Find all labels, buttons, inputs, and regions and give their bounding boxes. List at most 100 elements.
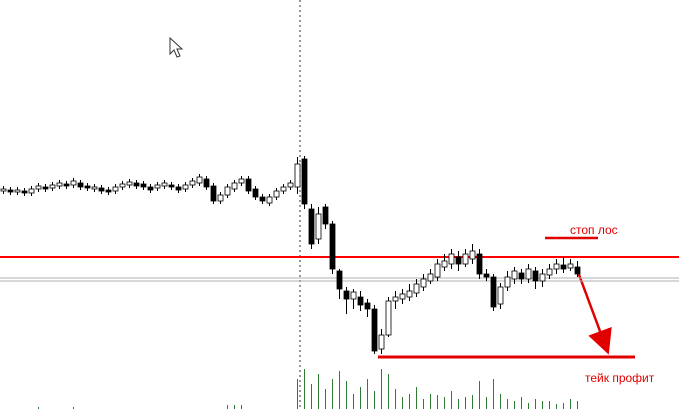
volume-bar [73,407,74,409]
candle-body [182,184,189,190]
volume-bar [304,369,305,409]
arrow [576,271,612,355]
volume-bar [577,401,578,409]
candle-body [28,188,35,194]
volume-bar [241,405,242,409]
volume-bar [458,399,459,409]
candle-body [560,264,567,270]
take-profit-label: тейк профит [585,371,655,385]
candle-body [259,196,266,202]
volume-bar [430,394,431,409]
candle-body [462,253,469,265]
volume-bar [339,371,340,409]
volume-bar [542,401,543,409]
candle-body [77,182,84,188]
volume-bar [570,399,571,409]
volume-bar [325,389,326,409]
volume-bar [514,401,515,409]
candle-body [441,260,448,268]
candle-body [490,276,497,308]
volume-bar [332,379,333,409]
candle-body [364,302,371,310]
candle-body [336,270,343,290]
volume-bar [409,394,410,409]
candle-body [252,188,259,198]
candle-body [483,273,490,278]
candle-body [553,263,560,270]
candle-body [7,189,14,193]
volume-bar [493,379,494,409]
candle-body [546,268,553,276]
candle-body [280,186,287,192]
candle-body [14,189,21,193]
volume-bar [311,384,312,409]
candle-body [175,186,182,191]
volume-bar [227,405,228,409]
candle-body [126,181,133,186]
candle-body [308,208,315,245]
volume-bar [535,399,536,409]
candle-body [189,180,196,186]
candle-body [203,178,210,188]
candle-body [413,283,420,294]
volume-bar [563,403,564,409]
candle-body [224,186,231,196]
candle-body [21,190,28,194]
candle-body [427,273,434,282]
candle-body [385,300,392,336]
candle-body [238,178,245,184]
volume-bar [500,394,501,409]
candle-body [0,188,7,192]
candle-body [105,189,112,193]
candle-body [84,185,91,189]
candle-body [420,278,427,288]
volume-bar [381,369,382,409]
candle-body [245,178,252,192]
volume-bar [395,389,396,409]
candle-body [133,182,140,187]
candle-body [35,185,42,190]
candle-body [399,293,406,300]
candle-body [70,180,77,186]
candle-body [518,272,525,280]
candle-body [273,190,280,198]
candle-body [196,176,203,184]
volume-bar [367,379,368,409]
candle-body [301,158,308,205]
volume-bar [528,403,529,409]
candle-body [112,186,119,192]
volume-bar [521,397,522,409]
candle-body [210,185,217,202]
candle-body [448,253,455,265]
candle-body [406,290,413,298]
candle-body [350,291,357,300]
candle-body [532,270,539,282]
candle-body [217,194,224,202]
volume-bar [549,401,550,409]
candle-body [322,206,329,225]
volume-bar [318,374,319,409]
candle-body [294,163,301,188]
candle-body [147,186,154,191]
candle-body [161,182,168,187]
volume-bar [556,404,557,409]
candle-body [315,213,322,240]
volume-bar [437,395,438,409]
volume-bar [360,387,361,409]
candle-body [56,182,63,187]
volume-bar [451,391,452,409]
candle-body [91,186,98,190]
volume-bar [234,405,235,409]
candle-body [476,253,483,275]
candle-body [168,184,175,188]
candle-body [371,308,378,352]
volume-bar [38,407,39,409]
volume-bar [472,395,473,409]
candle-body [231,182,238,190]
volume-bar [465,397,466,409]
candle-body [154,184,161,189]
candle-body [119,183,126,188]
volume-bar [346,381,347,409]
